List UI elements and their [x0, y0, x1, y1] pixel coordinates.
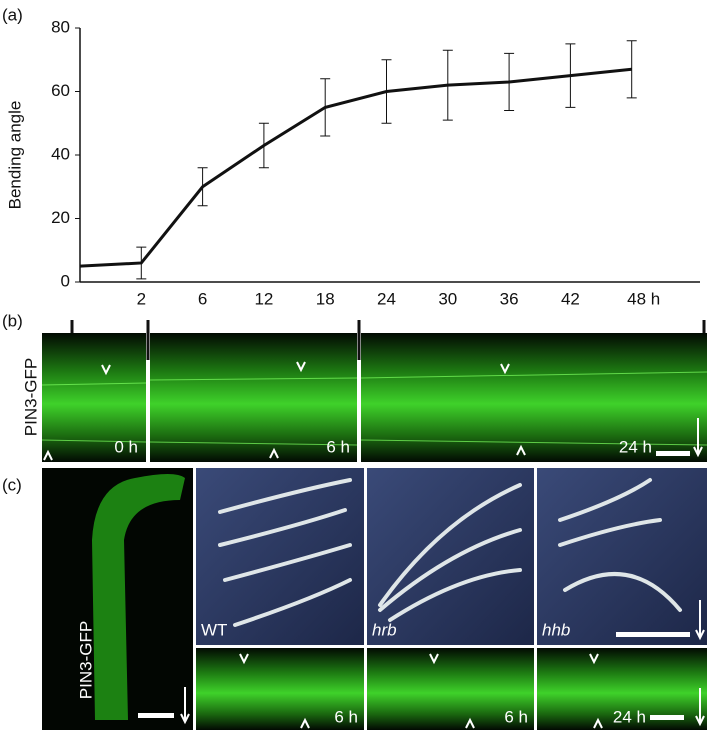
error-bar [442, 49, 453, 121]
genotype-label: hrb [372, 620, 397, 639]
arrowheads [180, 687, 190, 725]
seedlings [218, 478, 682, 627]
x-tick-label: 12 [254, 289, 273, 308]
arrowheads [695, 600, 705, 641]
root [92, 474, 185, 720]
error-bar [258, 122, 269, 169]
x-tick-label: 18 [316, 289, 335, 308]
micrograph [150, 333, 357, 462]
x-tick-label: 24 [377, 289, 396, 308]
line [79, 67, 632, 268]
error-bar [381, 59, 392, 124]
panel-label: (a) [2, 5, 23, 24]
arrowheads [239, 653, 705, 729]
y-tick-label: 60 [51, 81, 70, 100]
y-tick-label: 40 [51, 144, 70, 163]
y-tick-label: 80 [51, 17, 70, 36]
time-label: 24 h [619, 437, 652, 456]
stain-label: PIN3-GFP [76, 621, 95, 699]
time-label: 6 h [504, 707, 528, 726]
error-bar [320, 78, 331, 137]
x-tick-label: 42 [561, 289, 580, 308]
x-tick-label: 2 [137, 289, 146, 308]
panel-b: PIN3-GFP 0 h 6 h 24 h [21, 320, 708, 462]
x-tick-label: 48 h [627, 289, 660, 308]
error-bar [626, 40, 637, 99]
y-tick-label: 20 [51, 208, 70, 227]
scale-bar [138, 713, 174, 718]
genotype-label: hhb [542, 620, 570, 639]
error-bar [136, 246, 147, 280]
y-tick-label: 0 [61, 271, 70, 290]
time-label: 0 h [114, 437, 138, 456]
x-tick-label: 6 [198, 289, 207, 308]
time-label: 24 h [613, 707, 646, 726]
time-label: 6 h [326, 437, 350, 456]
micrograph [196, 648, 364, 730]
arrowheads [43, 361, 703, 461]
panel-label: (b) [2, 311, 23, 330]
scale-bar [616, 632, 690, 637]
panel-label: (c) [2, 475, 22, 494]
x-tick-label: 30 [438, 289, 457, 308]
error-bar [504, 52, 515, 112]
y-axis-label: Bending angle [5, 101, 24, 210]
time-label: 6 h [334, 707, 358, 726]
micrograph [367, 648, 534, 730]
x-tick-label: 36 [500, 289, 519, 308]
genotype-label: WT [201, 620, 227, 639]
scale-bar [656, 451, 690, 456]
error-bar [565, 43, 576, 108]
error-bar [197, 167, 208, 207]
cell-files [41, 371, 708, 446]
plot: 0 20 40 60 80 2 6 12 18 24 30 36 42 48 h [51, 17, 660, 308]
scale-bar [650, 715, 684, 720]
stain-label: PIN3-GFP [21, 358, 40, 436]
panel-c: PIN3-GFP WT hrb hhb 6 h 6 h 24 h [42, 468, 707, 730]
